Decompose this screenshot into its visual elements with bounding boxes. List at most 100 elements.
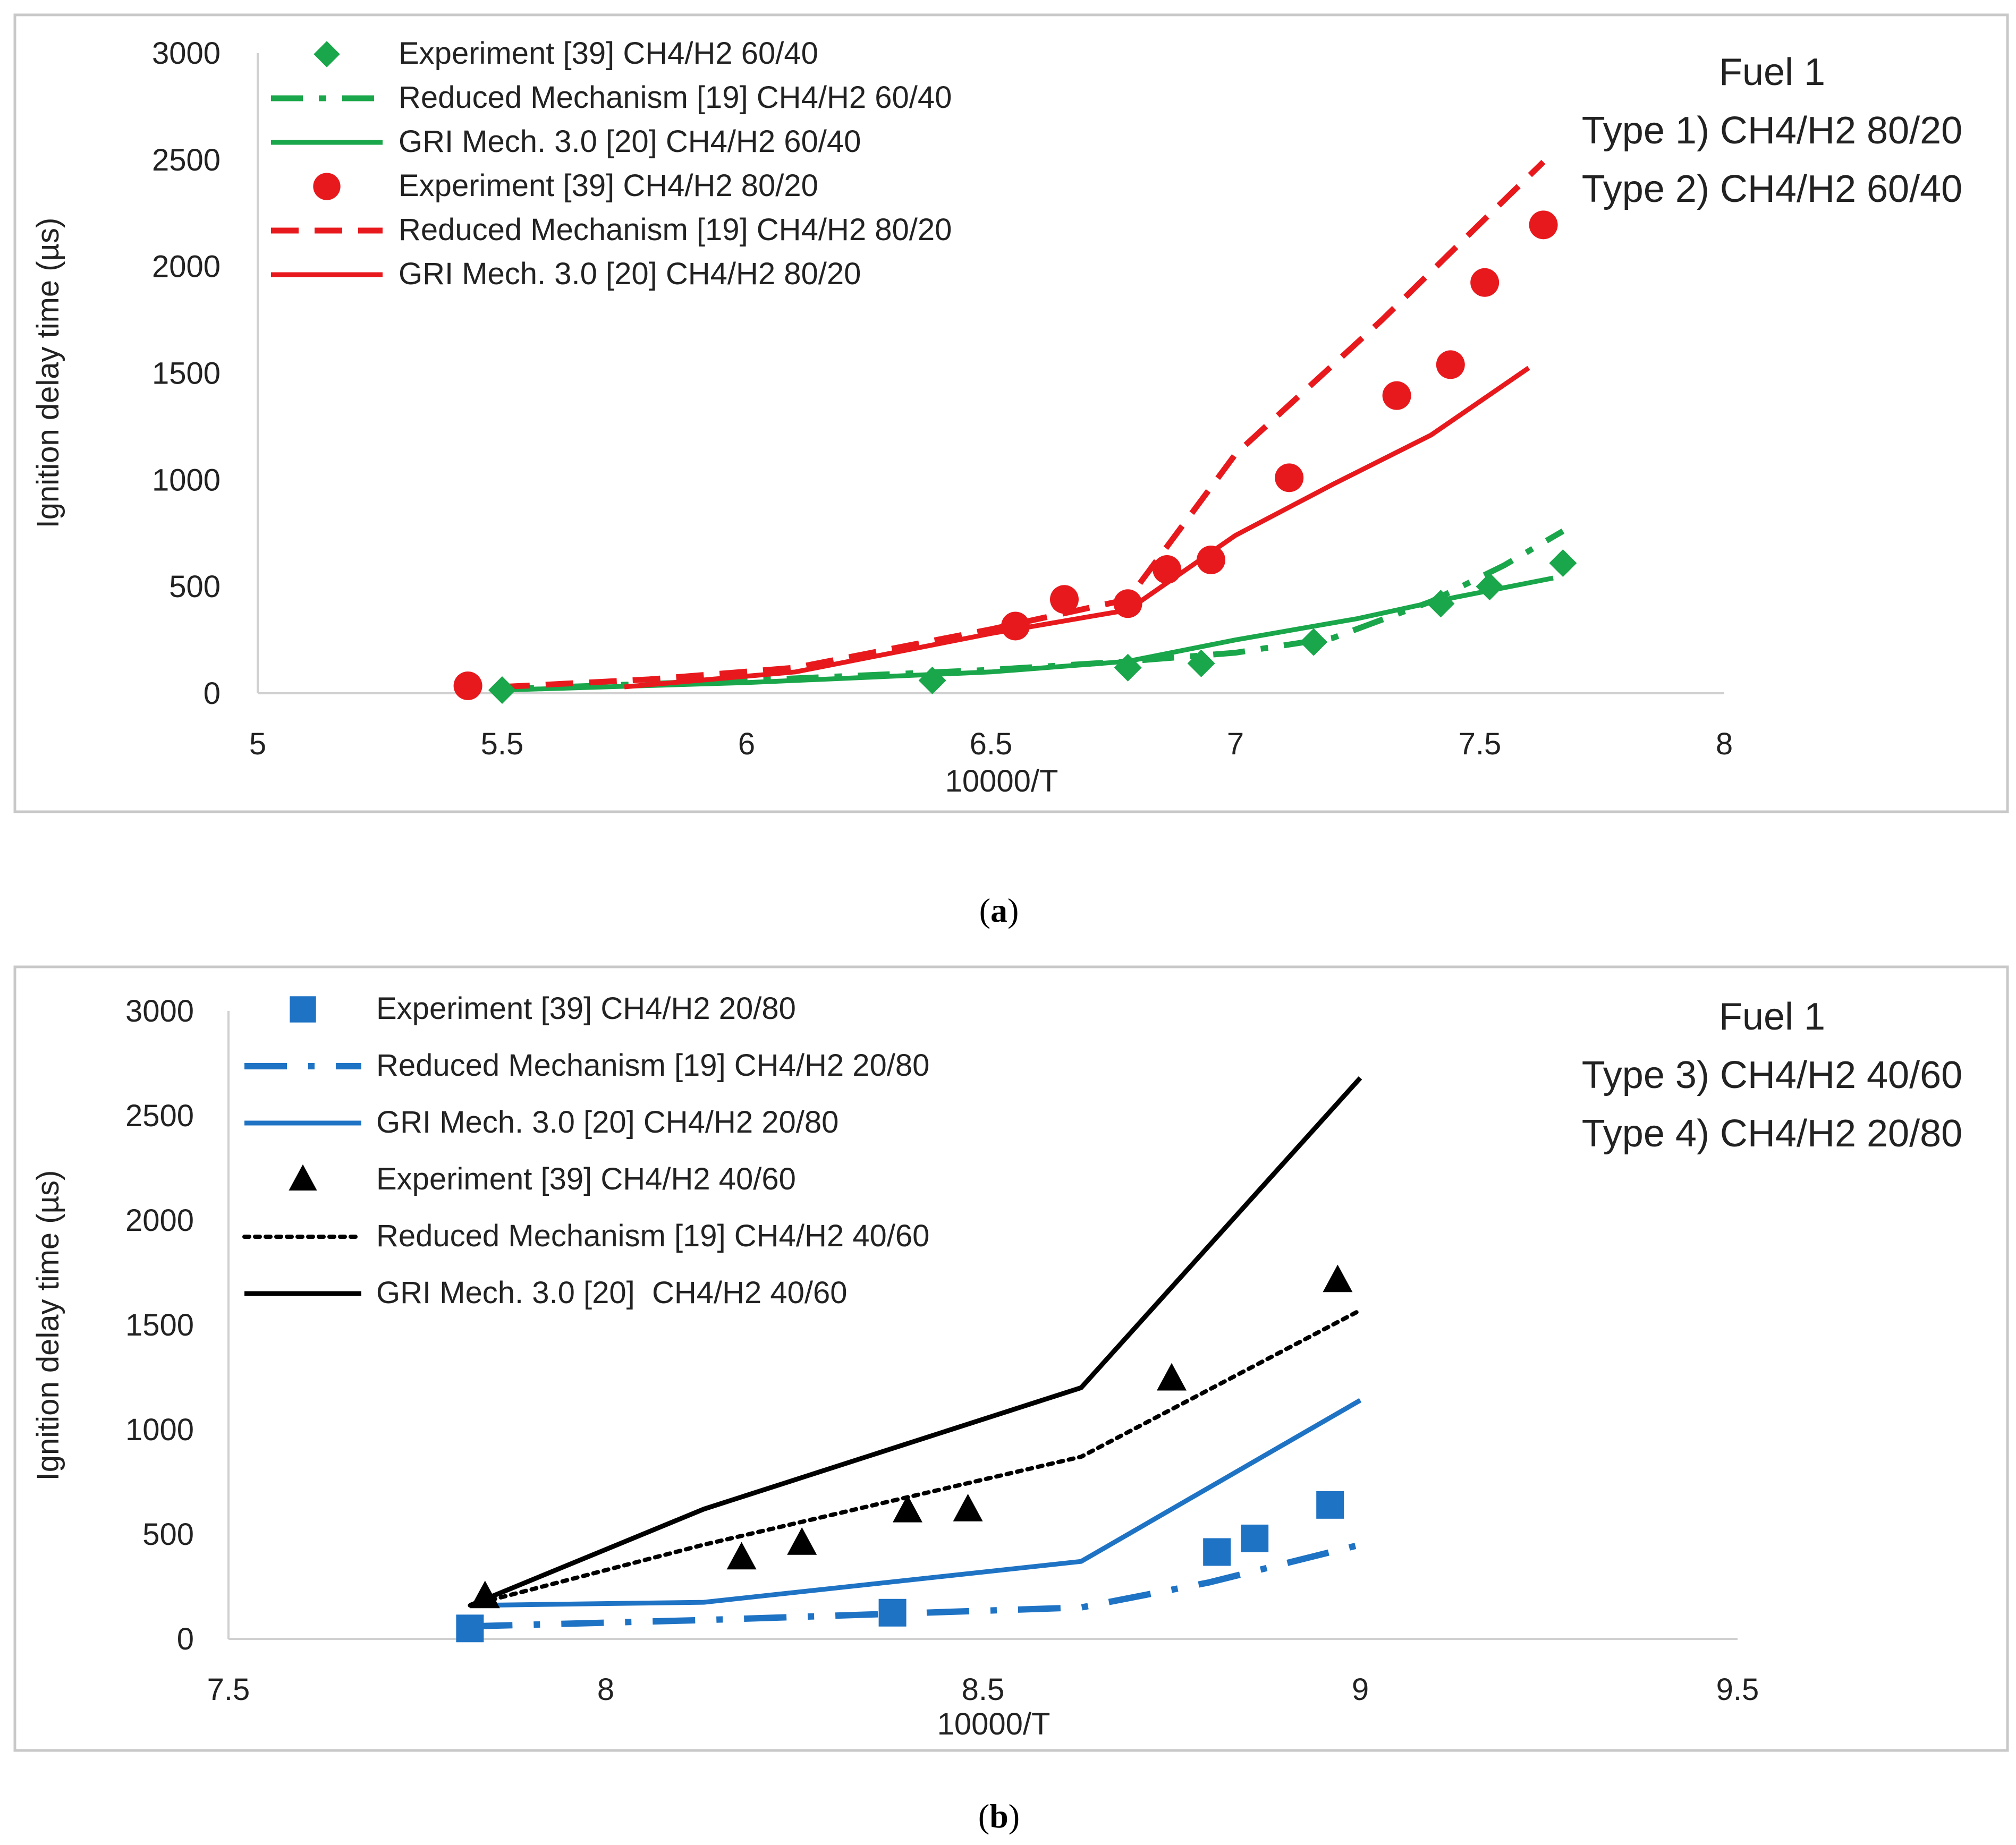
data-point-3-3 — [1113, 589, 1142, 618]
y-tick-label: 2500 — [152, 143, 221, 177]
y-tick-label: 2000 — [125, 1203, 194, 1238]
series-line-5 — [624, 365, 1530, 690]
series-line-5 — [469, 1076, 1362, 1608]
legend-label-4: Reduced Mechanism [19] CH4/H2 80/20 — [399, 212, 952, 247]
data-point-3-7 — [1382, 381, 1411, 410]
x-tick-label: 8.5 — [962, 1672, 1005, 1707]
x-tick-label: 6 — [738, 727, 755, 761]
data-point-3-3 — [893, 1494, 922, 1523]
legend-marker-0 — [290, 996, 316, 1023]
series-line-1 — [502, 528, 1565, 692]
y-tick-label: 2500 — [125, 1099, 194, 1133]
legend-label-4: Reduced Mechanism [19] CH4/H2 40/60 — [376, 1219, 929, 1253]
panel-a-plot: 0 500 1000 1500 2000 2500 3000 5 5.5 6 6.5 7 7.5 8 100… — [31, 36, 1962, 798]
data-point-3-9 — [1470, 268, 1500, 297]
y-tick-label: 1000 — [152, 463, 221, 497]
data-point-3-5 — [1157, 1363, 1187, 1391]
x-tick-label: 8 — [1716, 727, 1733, 761]
legend-label-5: GRI Mech. 3.0 [20] CH4/H2 80/20 — [399, 257, 861, 291]
data-point-0-0 — [456, 1614, 484, 1643]
annotation-line-1: Type 1) CH4/H2 80/20 — [1582, 109, 1962, 152]
legend-marker-0 — [314, 41, 340, 67]
legend-marker-3 — [313, 173, 341, 200]
y-tick-label: 500 — [169, 569, 221, 604]
data-point-0-5 — [1427, 590, 1455, 618]
legend-label-1: Reduced Mechanism [19] CH4/H2 20/80 — [376, 1048, 929, 1083]
caption-b: (b) — [978, 1797, 1020, 1835]
legend-label-2: GRI Mech. 3.0 [20] CH4/H2 20/80 — [376, 1105, 838, 1140]
caption-b-letter: b — [989, 1797, 1009, 1835]
panel-b-frame — [13, 965, 2009, 1752]
y-tick-label: 1000 — [125, 1413, 194, 1447]
caption-a-close: ) — [1007, 891, 1019, 929]
annotation-line-2: Type 2) CH4/H2 60/40 — [1582, 168, 1962, 210]
data-point-3-4 — [953, 1493, 983, 1521]
caption-a-letter: a — [990, 891, 1007, 929]
data-point-0-1 — [878, 1599, 907, 1627]
data-point-3-1 — [1001, 611, 1030, 641]
legend-label-3: Experiment [39] CH4/H2 40/60 — [376, 1162, 796, 1196]
y-tick-label: 1500 — [152, 356, 221, 391]
y-tick-label: 500 — [142, 1517, 194, 1552]
data-point-0-3 — [1187, 649, 1215, 677]
x-tick-label: 7.5 — [207, 1672, 250, 1707]
x-tick-label: 5 — [249, 727, 266, 761]
data-point-3-2 — [787, 1527, 817, 1555]
legend-label-0: Experiment [39] CH4/H2 20/80 — [376, 991, 796, 1026]
data-point-0-7 — [1549, 549, 1577, 577]
y-tick-label: 2000 — [152, 250, 221, 284]
x-tick-label: 7.5 — [1459, 727, 1502, 761]
legend-label-3: Experiment [39] CH4/H2 80/20 — [399, 168, 818, 203]
y-tick-label: 3000 — [152, 36, 221, 71]
y-tick-label: 1500 — [125, 1308, 194, 1342]
legend-label-1: Reduced Mechanism [19] CH4/H2 60/40 — [399, 80, 952, 115]
panel-b-plot: 0 500 1000 1500 2000 2500 3000 7.5 8 8.5 9 9.5 10000… — [31, 991, 1962, 1741]
y-tick-label: 0 — [177, 1622, 194, 1656]
caption-b-open: ( — [978, 1797, 989, 1835]
x-axis-label: 10000/T — [945, 764, 1058, 798]
data-point-0-4 — [1316, 1491, 1344, 1519]
series-line-1 — [470, 1541, 1361, 1630]
data-point-3-0 — [453, 671, 482, 700]
data-point-3-6 — [1275, 463, 1304, 492]
data-point-3-10 — [1529, 210, 1558, 240]
annotation-line-0: Fuel 1 — [1719, 51, 1825, 93]
x-tick-label: 6.5 — [970, 727, 1013, 761]
x-tick-label: 5.5 — [481, 727, 524, 761]
caption-b-close: ) — [1009, 1797, 1020, 1835]
data-point-0-1 — [918, 666, 946, 694]
data-point-0-0 — [488, 676, 516, 704]
y-tick-label: 0 — [204, 676, 221, 711]
data-point-0-2 — [1203, 1538, 1231, 1566]
data-point-3-5 — [1197, 545, 1225, 574]
data-point-0-3 — [1241, 1524, 1269, 1552]
annotation-line-0: Fuel 1 — [1719, 996, 1825, 1038]
panel-a-frame — [13, 13, 2009, 813]
x-tick-label: 8 — [597, 1672, 614, 1707]
series-line-4 — [468, 1308, 1362, 1608]
annotation-line-2: Type 4) CH4/H2 20/80 — [1582, 1112, 1962, 1155]
data-point-3-0 — [470, 1580, 500, 1609]
series-line-2 — [470, 1398, 1362, 1608]
x-axis-label: 10000/T — [937, 1707, 1051, 1741]
data-point-3-8 — [1436, 350, 1465, 379]
data-point-3-1 — [726, 1542, 757, 1570]
data-point-0-6 — [1476, 573, 1504, 601]
x-tick-label: 9 — [1352, 1672, 1369, 1707]
data-point-3-4 — [1153, 555, 1182, 584]
y-axis-label: Ignition delay time (µs) — [31, 1170, 65, 1481]
data-point-3-2 — [1050, 585, 1079, 614]
y-tick-label: 3000 — [125, 994, 194, 1028]
legend-label-5: GRI Mech. 3.0 [20] CH4/H2 40/60 — [376, 1276, 848, 1310]
annotation-line-1: Type 3) CH4/H2 40/60 — [1582, 1054, 1962, 1096]
x-tick-label: 9.5 — [1716, 1672, 1759, 1707]
legend-marker-3 — [289, 1164, 317, 1191]
y-axis-label: Ignition delay time (µs) — [31, 218, 65, 529]
data-point-0-4 — [1300, 628, 1328, 656]
legend-label-0: Experiment [39] CH4/H2 60/40 — [399, 36, 818, 71]
data-point-0-2 — [1114, 653, 1142, 682]
caption-a-open: ( — [979, 891, 990, 929]
x-tick-label: 7 — [1227, 727, 1244, 761]
caption-a: (a) — [979, 891, 1019, 929]
